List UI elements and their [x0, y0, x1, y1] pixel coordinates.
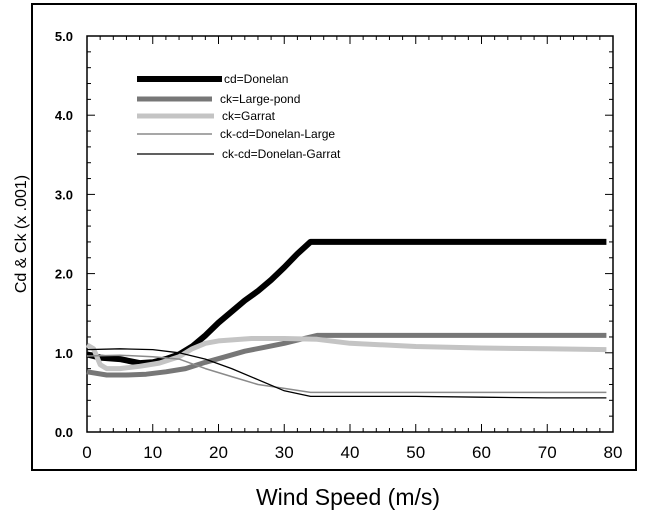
x-axis-title: Wind Speed (m/s) — [256, 484, 440, 510]
x-tick-label: 70 — [538, 443, 557, 462]
x-tick-label: 60 — [472, 443, 491, 462]
series-line — [86, 332, 607, 378]
x-tick-label: 30 — [275, 443, 294, 462]
y-axis-title: Cd & Ck (x .001) — [13, 175, 30, 293]
legend: cd=Donelan ck=Large-pond ck=Garrat ck-cd=Do… — [137, 72, 341, 161]
legend-label: cd=Donelan — [224, 72, 288, 86]
series-line — [86, 348, 607, 399]
outer-frame — [31, 3, 637, 471]
series-line — [86, 354, 607, 394]
y-tick-label: 5.0 — [55, 29, 73, 44]
x-tick-label: 50 — [406, 443, 425, 462]
x-tick-label: 40 — [341, 443, 360, 462]
series-line — [85, 336, 607, 372]
y-tick-label: 4.0 — [55, 108, 73, 123]
y-tick-label: 2.0 — [55, 267, 73, 282]
ticks — [86, 35, 614, 433]
x-tick-label: 80 — [604, 443, 623, 462]
legend-label: ck=Large-pond — [220, 92, 300, 106]
series-layer — [85, 238, 607, 399]
y-tick-label: 0.0 — [55, 425, 73, 440]
y-tick-labels: 0.0 1.0 2.0 3.0 4.0 5.0 — [55, 29, 73, 440]
legend-label: ck-cd=Donelan-Large — [220, 127, 335, 141]
x-tick-label: 0 — [82, 443, 91, 462]
legend-label: ck-cd=Donelan-Garrat — [222, 147, 341, 161]
x-tick-label: 10 — [143, 443, 162, 462]
x-tick-labels: 0 10 20 30 40 50 60 70 80 — [82, 443, 622, 462]
y-tick-label: 3.0 — [55, 187, 73, 202]
y-tick-label: 1.0 — [55, 346, 73, 361]
legend-label: ck=Garrat — [222, 109, 276, 123]
x-tick-label: 20 — [209, 443, 228, 462]
